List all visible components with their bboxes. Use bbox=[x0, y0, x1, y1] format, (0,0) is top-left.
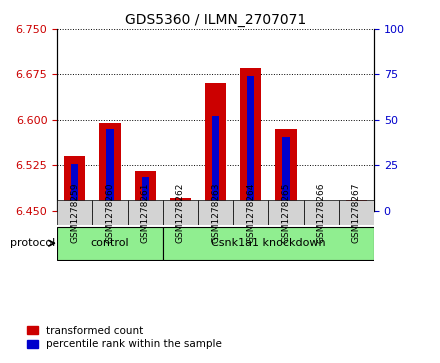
Bar bbox=[170, 199, 191, 211]
Bar bbox=[247, 76, 254, 211]
Bar bbox=[353, 204, 360, 211]
Bar bbox=[142, 177, 149, 211]
Legend: transformed count, percentile rank within the sample: transformed count, percentile rank withi… bbox=[27, 326, 222, 349]
Bar bbox=[205, 83, 226, 211]
FancyBboxPatch shape bbox=[198, 200, 233, 225]
Text: GSM1278266: GSM1278266 bbox=[317, 182, 326, 242]
Bar bbox=[275, 129, 297, 211]
Bar bbox=[99, 123, 121, 211]
FancyBboxPatch shape bbox=[304, 200, 339, 225]
FancyBboxPatch shape bbox=[92, 200, 128, 225]
FancyBboxPatch shape bbox=[128, 200, 163, 225]
Text: GSM1278260: GSM1278260 bbox=[106, 182, 114, 242]
Text: GSM1278263: GSM1278263 bbox=[211, 182, 220, 242]
Bar bbox=[177, 203, 184, 211]
FancyBboxPatch shape bbox=[163, 200, 198, 225]
FancyBboxPatch shape bbox=[163, 227, 374, 260]
Text: GSM1278267: GSM1278267 bbox=[352, 182, 361, 242]
FancyBboxPatch shape bbox=[339, 200, 374, 225]
Title: GDS5360 / ILMN_2707071: GDS5360 / ILMN_2707071 bbox=[125, 13, 306, 26]
Bar bbox=[71, 164, 78, 211]
FancyBboxPatch shape bbox=[57, 200, 92, 225]
Text: control: control bbox=[91, 238, 129, 248]
Bar bbox=[346, 200, 367, 211]
Text: GSM1278261: GSM1278261 bbox=[141, 182, 150, 242]
Bar bbox=[311, 203, 332, 211]
Text: protocol: protocol bbox=[10, 238, 55, 248]
FancyBboxPatch shape bbox=[57, 227, 163, 260]
FancyBboxPatch shape bbox=[233, 200, 268, 225]
Text: GSM1278264: GSM1278264 bbox=[246, 182, 255, 242]
Bar bbox=[64, 156, 85, 211]
Text: GSM1278259: GSM1278259 bbox=[70, 182, 79, 242]
Text: GSM1278265: GSM1278265 bbox=[282, 182, 290, 242]
Text: Csnk1a1 knockdown: Csnk1a1 knockdown bbox=[211, 238, 326, 248]
Bar bbox=[318, 208, 325, 211]
Text: GSM1278262: GSM1278262 bbox=[176, 182, 185, 242]
Bar bbox=[106, 129, 114, 211]
FancyBboxPatch shape bbox=[268, 200, 304, 225]
Bar bbox=[212, 115, 219, 211]
Bar bbox=[282, 137, 290, 211]
Bar bbox=[135, 171, 156, 211]
Bar bbox=[240, 68, 261, 211]
